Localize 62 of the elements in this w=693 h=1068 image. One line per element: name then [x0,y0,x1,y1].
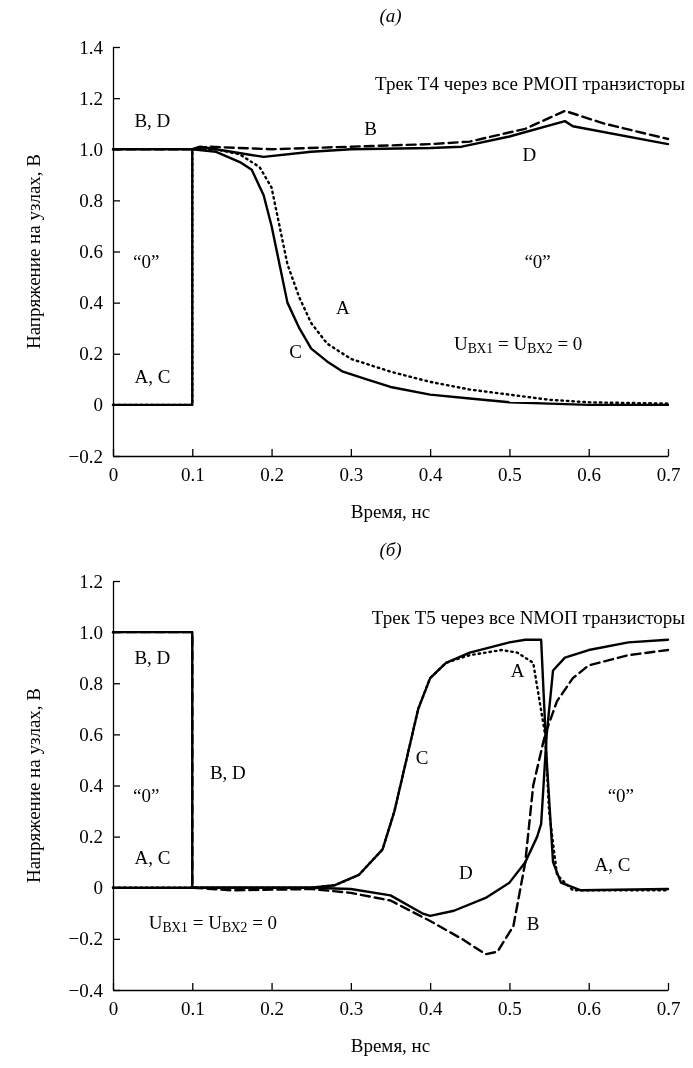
x-tick-label: 0 [108,464,119,486]
y-tick-label: 0.2 [79,826,103,848]
annotation: A [335,297,350,319]
annotation: A [510,660,525,682]
y-tick-label: 1.0 [79,621,103,643]
y-tick-label: 0.4 [79,775,104,797]
x-tick-label: 0.5 [498,998,522,1020]
x-tick-label: 0.1 [180,464,205,486]
y-tick-label: 0.4 [79,292,104,314]
chart-title: (а) [379,5,402,27]
y-tick-label: −0.2 [68,445,103,467]
x-tick-label: 0.6 [577,998,602,1020]
y-axis-title: Напряжение на узлах, В [23,153,44,350]
y-tick-label: 0.6 [79,723,103,745]
x-tick-label: 0.4 [418,464,444,486]
annotation: B, D [209,762,246,784]
annotation: C [415,747,429,769]
x-tick-label: 0.3 [339,998,364,1020]
y-tick-label: 1.2 [79,570,103,592]
annotation: D [459,862,473,884]
annotation: B, D [134,110,171,132]
y-tick-label: 0 [93,394,103,416]
y-tick-label: 0 [93,877,103,899]
y-tick-label: 0.2 [79,343,103,365]
y-tick-label: −0.4 [68,979,104,1001]
y-tick-label: 1.2 [79,87,103,109]
x-tick-label: 0.5 [498,464,522,486]
y-tick-label: 0.8 [79,672,103,694]
x-tick-label: 0.3 [339,464,364,486]
x-tick-label: 0.2 [260,998,284,1020]
y-axis-title: Напряжение на узлах, В [23,687,44,884]
annotation: D [522,144,537,166]
x-tick-label: 0.6 [577,464,602,486]
x-axis-title: Время, нс [350,1035,431,1056]
x-tick-label: 0.1 [180,998,205,1020]
annotation: A, C [134,366,171,388]
annotation: B [364,118,377,140]
text: Трек T5 через все NМОП транзисторы [371,607,686,628]
chart-title: (б) [379,539,402,561]
y-tick-label: −0.2 [68,928,103,950]
annotation: B [526,913,540,935]
x-tick-label: 0.4 [418,998,444,1020]
annotation: B, D [134,647,171,669]
annotation: “0” [607,785,635,807]
x-tick-label: 0.7 [656,998,681,1020]
annotation: “0” [133,251,160,273]
annotation: “0” [133,785,160,807]
annotation: C [289,341,302,363]
annotation: A, C [594,854,631,876]
y-tick-label: 0.8 [79,189,103,211]
annotation: “0” [524,251,551,273]
x-tick-label: 0 [108,998,119,1020]
annotation: A, C [134,846,171,868]
annotation: U$_{ВХ1}$ = U$_{ВХ2}$ = 0 [148,911,278,935]
y-tick-label: 1.0 [79,138,103,160]
x-tick-label: 0.2 [260,464,284,486]
x-axis-title: Время, нс [350,501,431,522]
y-tick-label: 0.6 [79,241,103,263]
text: Трек T4 через все PМОП транзисторы [375,73,686,94]
x-tick-label: 0.7 [656,464,681,486]
y-tick-label: 1.4 [79,36,104,58]
annotation: U$_{ВХ1}$ = U$_{ВХ2}$ = 0 [453,332,583,356]
